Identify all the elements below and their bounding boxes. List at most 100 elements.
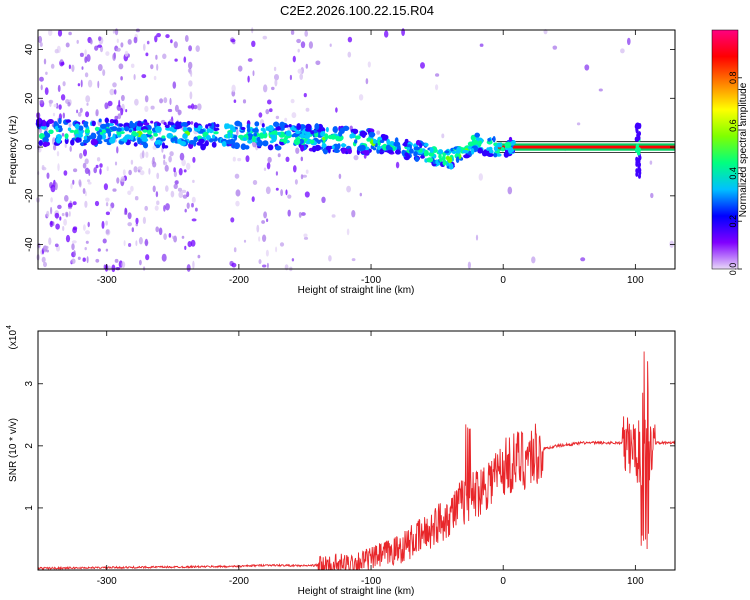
noise-speckle (122, 169, 126, 176)
noise-speckle (237, 65, 243, 72)
colorbar-tick-label: 0.4 (728, 167, 738, 180)
noise-speckle (181, 235, 185, 239)
ridge-blob (285, 130, 292, 137)
noise-speckle (300, 41, 306, 49)
ridge-blob (221, 141, 227, 147)
noise-speckle (266, 218, 269, 222)
noise-speckle (328, 255, 332, 262)
ridge-blob (87, 137, 91, 143)
ridge-blob (314, 144, 321, 151)
noise-speckle (275, 187, 279, 191)
ridge-blob (143, 122, 150, 126)
noise-speckle (65, 42, 70, 48)
noise-speckle (46, 172, 50, 179)
ridge-blob (155, 125, 162, 133)
noise-speckle (158, 227, 163, 236)
y-tick-label: 20 (24, 92, 35, 104)
ridge-blob (242, 137, 247, 142)
noise-speckle (302, 174, 307, 178)
x-tick-label: -100 (361, 275, 381, 286)
noise-speckle (252, 180, 258, 185)
ridge-blob (489, 149, 494, 154)
noise-speckle (190, 70, 193, 77)
noise-speckle (105, 211, 110, 216)
colorbar-label: Normalized spectral amplitude (738, 82, 749, 217)
ridge-blob (197, 125, 202, 130)
ridge-blob (486, 147, 491, 151)
noise-speckle (299, 73, 304, 80)
ridge-blob (393, 141, 401, 147)
noise-speckle (130, 159, 134, 165)
ridge-blob (474, 132, 481, 138)
noise-speckle (77, 83, 81, 87)
snr-panel: -300 -200 -100 0 100 1 2 3 Height of straight l… (6, 325, 676, 597)
noise-speckle (285, 189, 288, 196)
noise-speckle (230, 217, 235, 223)
ridge-blob (107, 130, 112, 138)
noise-speckle (60, 61, 65, 66)
noise-speckle (105, 197, 110, 202)
noise-speckle (420, 62, 425, 69)
noise-speckle (187, 105, 192, 109)
noise-speckle (56, 151, 60, 157)
ridge-blob (44, 132, 51, 138)
noise-speckle (124, 208, 128, 215)
noise-speckle (98, 36, 102, 42)
noise-speckle (395, 161, 400, 169)
ridge-blob (129, 134, 134, 141)
noise-speckle (48, 99, 54, 104)
noise-speckle (84, 56, 88, 63)
noise-speckle (134, 196, 139, 201)
noise-speckle (105, 248, 109, 252)
noise-speckle (57, 204, 62, 210)
noise-speckle (84, 72, 89, 78)
noise-speckle (68, 64, 71, 70)
ridge-blob (493, 145, 498, 152)
noise-speckle (265, 186, 271, 195)
ridge-blob (150, 120, 154, 124)
noise-speckle (95, 164, 99, 169)
ridge-blob (42, 141, 48, 148)
noise-speckle (116, 146, 119, 154)
noise-speckle (114, 161, 118, 166)
noise-speckle (178, 191, 183, 198)
noise-speckle (127, 212, 132, 220)
snr-line (37, 351, 676, 571)
ridge-blob (78, 125, 84, 131)
noise-speckle (159, 98, 164, 104)
noise-speckle (73, 168, 78, 173)
noise-speckle (173, 235, 178, 243)
noise-speckle (94, 45, 99, 51)
noise-speckle (87, 79, 93, 88)
ridge-blob (435, 159, 439, 165)
ridge-blob (193, 122, 199, 128)
noise-speckle (54, 182, 58, 191)
ridge-blob (75, 133, 79, 138)
ridge-blob (492, 136, 496, 143)
noise-speckle (139, 170, 145, 176)
noise-speckle (93, 167, 97, 174)
noise-speckle (297, 48, 300, 53)
ridge-blob (442, 155, 446, 161)
noise-speckle (133, 74, 136, 80)
noise-speckle (315, 60, 321, 66)
noise-speckle (304, 30, 309, 37)
ridge-blob (182, 133, 188, 139)
noise-speckle (46, 210, 50, 218)
noise-speckle (118, 99, 121, 108)
noise-speckle (233, 99, 237, 103)
ridge-blob (246, 123, 251, 130)
spectrogram-ridge (35, 117, 675, 179)
spike-blob (635, 128, 639, 134)
noise-speckle (81, 66, 84, 70)
noise-speckle (649, 160, 653, 165)
ridge-blob (99, 131, 104, 135)
noise-speckle (163, 205, 166, 212)
noise-speckle (99, 163, 103, 168)
ridge-blob (207, 123, 212, 127)
noise-speckle (135, 240, 138, 247)
noise-speckle (76, 109, 79, 114)
ridge-blob (155, 144, 161, 149)
noise-speckle (64, 143, 67, 148)
noise-speckle (84, 49, 87, 56)
